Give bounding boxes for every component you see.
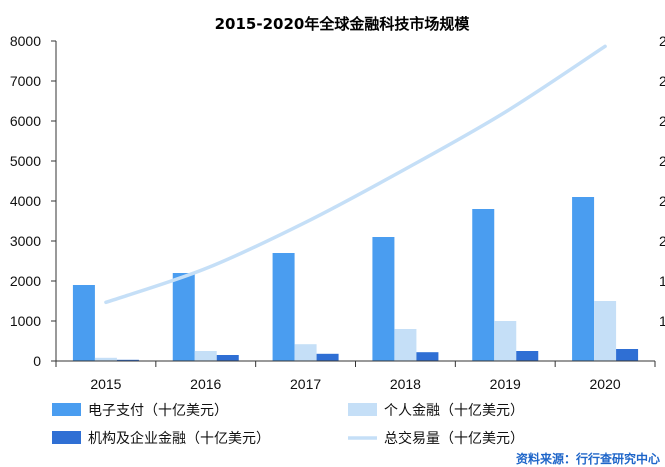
secondary-y-tick-label: 2 [659,233,665,249]
legend-swatch [348,403,377,416]
bar-2-2018 [394,329,417,361]
x-tick-label: 2015 [90,376,121,392]
bar-3-2016 [216,355,239,361]
bar-3-2018 [416,352,439,361]
total-volume-line-path [104,44,607,305]
x-axis: 2015 2016 2017 2018 2019 2020 [55,360,656,392]
bar-1-2018 [372,237,395,361]
legend-label: 个人金融（十亿美元） [384,403,524,419]
secondary-y-tick-label: 2 [659,153,665,169]
bar-1-2015 [72,285,95,361]
secondary-y-tick-label: 1 [659,313,665,329]
total-volume-line [104,44,607,305]
y-tick-label: 2000 [10,273,41,289]
source-note: 资料来源：行行查研究中心 [516,451,660,466]
y-tick-label: 6000 [10,113,41,129]
bar-1-2016 [172,273,195,361]
legend-label: 总交易量（十亿美元） [384,430,524,447]
y-tick-label: 4000 [10,193,41,209]
x-tick-label: 2018 [390,376,421,392]
bar-3-2019 [516,351,539,361]
legend-label: 机构及企业金融（十亿美元） [88,430,270,447]
bar-3-2015 [116,359,139,361]
x-tick-label: 2019 [490,376,521,392]
y-tick-label: 1000 [10,313,41,329]
bars [72,197,639,361]
bar-3-2020 [616,349,639,361]
legend: 电子支付（十亿美元） 个人金融（十亿美元） 机构及企业金融（十亿美元） 总交易量（十亿… [52,403,524,447]
bar-1-2020 [572,197,595,361]
secondary-y-axis: 2 2 2 2 2 2 1 1 [659,33,665,329]
bar-2-2015 [94,357,117,361]
secondary-y-tick-label: 2 [659,73,665,89]
y-tick-label: 5000 [10,153,41,169]
legend-label: 电子支付（十亿美元） [88,403,228,419]
legend-swatch [52,431,81,444]
bar-2-2019 [494,321,517,361]
bar-3-2017 [316,353,339,361]
x-tick-label: 2017 [290,376,321,392]
chart-title: 2015-2020年全球金融科技市场规模 [215,15,471,33]
bar-2-2017 [294,344,317,361]
bar-1-2017 [272,253,295,361]
bar-1-2019 [472,209,495,361]
bar-2-2016 [194,351,217,361]
secondary-y-tick-label: 2 [659,33,665,49]
y-axis: 0 1000 2000 3000 4000 5000 6000 7000 8000 [10,33,57,369]
legend-swatch [52,403,81,416]
secondary-y-tick-label: 2 [659,113,665,129]
y-tick-label: 0 [33,353,41,369]
secondary-y-tick-label: 2 [659,193,665,209]
y-tick-label: 8000 [10,33,41,49]
y-tick-label: 3000 [10,233,41,249]
x-tick-label: 2016 [190,376,221,392]
x-tick-label: 2020 [590,376,621,392]
bar-2-2020 [594,301,617,361]
y-tick-label: 7000 [10,73,41,89]
secondary-y-tick-label: 1 [659,273,665,289]
